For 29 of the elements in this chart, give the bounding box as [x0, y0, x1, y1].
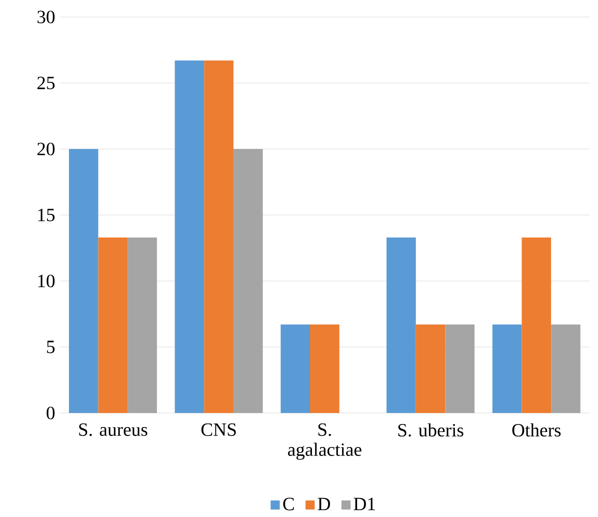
bar — [68, 149, 98, 414]
bar — [128, 237, 157, 414]
bar — [280, 324, 310, 414]
y-tick-label: 10 — [38, 274, 55, 288]
bar — [551, 324, 580, 414]
bar — [98, 237, 128, 414]
x-tick-label: CNS — [201, 423, 236, 436]
y-tick-label: 25 — [37, 76, 55, 90]
legend-label: D1 — [354, 498, 375, 510]
bar — [386, 237, 416, 414]
legend-label: D — [318, 498, 330, 510]
bar — [445, 324, 475, 414]
bar — [416, 324, 446, 414]
y-tick-label: 30 — [38, 10, 55, 24]
x-tick-label: S. agalactiae — [288, 423, 362, 460]
x-tick-label: S. uberis — [398, 423, 464, 437]
bar — [233, 149, 263, 414]
bar — [310, 324, 340, 414]
x-tick-label: Others — [512, 423, 561, 437]
bar — [204, 60, 234, 414]
legend-label: C — [283, 498, 294, 510]
bar — [174, 60, 204, 414]
y-tick-label: 15 — [38, 208, 55, 222]
bar — [492, 324, 522, 414]
x-tick-label: S. aureus — [79, 423, 148, 436]
y-tick-label: 20 — [37, 142, 55, 156]
y-tick-label: 0 — [46, 406, 55, 420]
bar — [522, 237, 552, 414]
y-tick-label: 5 — [47, 340, 55, 354]
